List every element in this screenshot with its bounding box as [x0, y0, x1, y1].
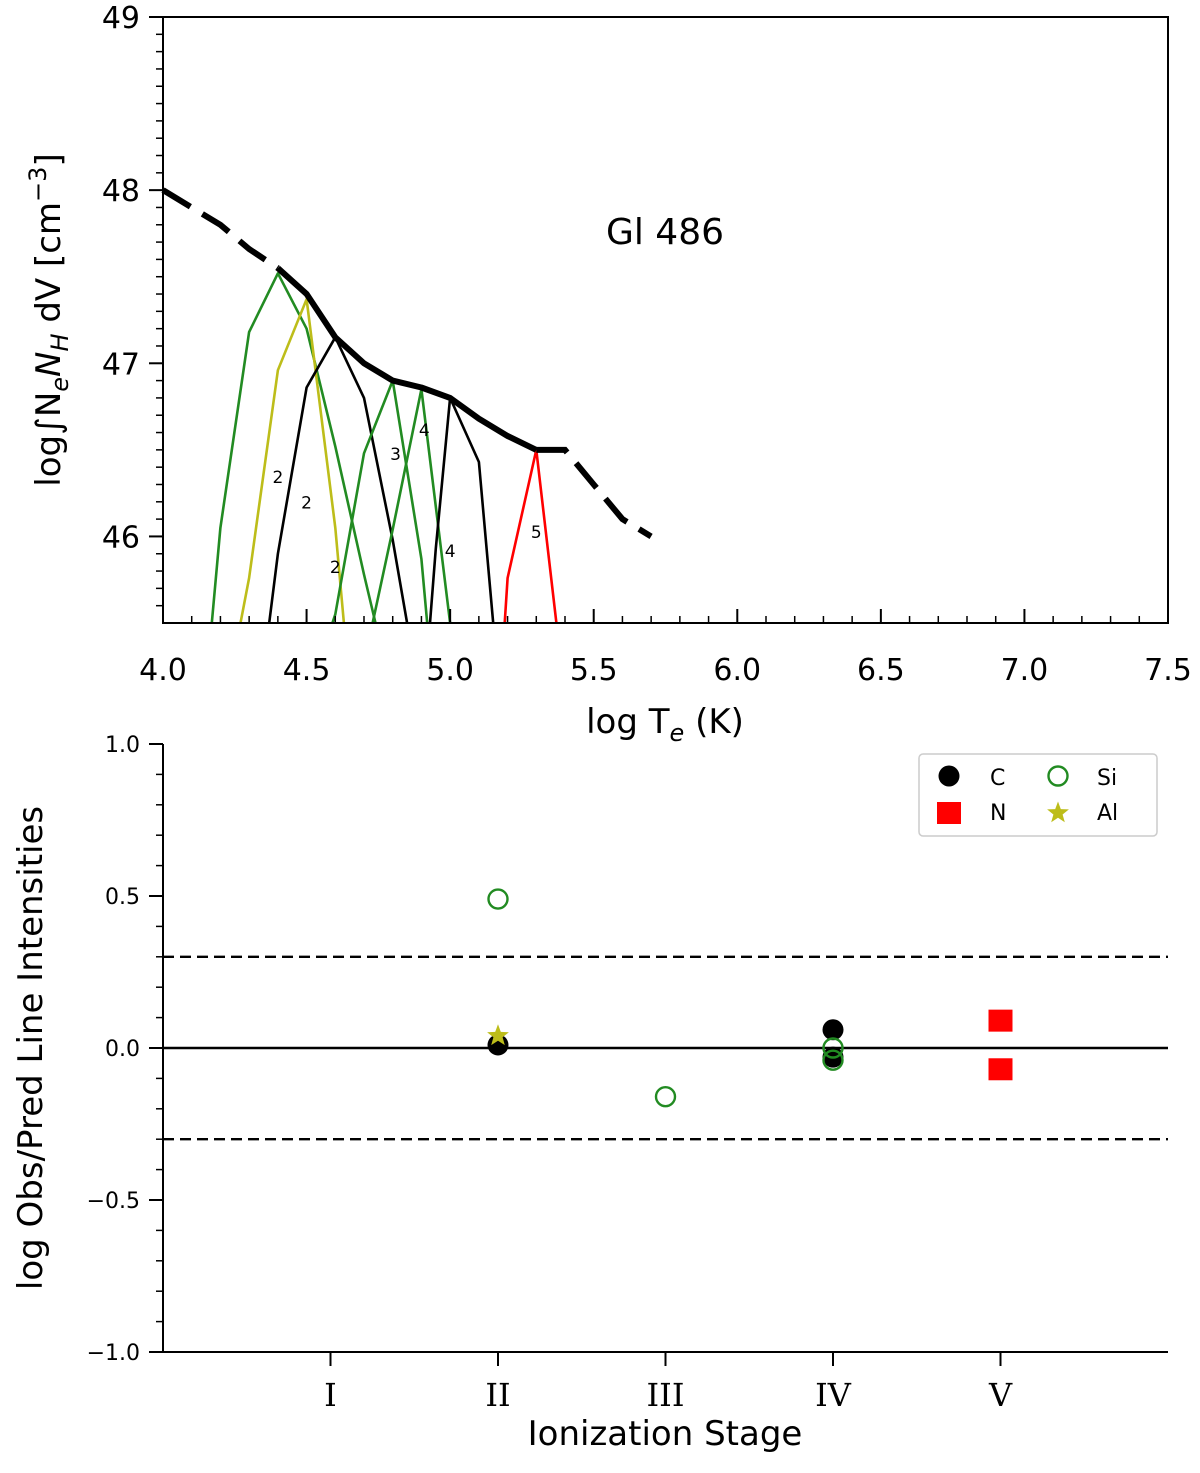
- dem-solid-line: [275, 265, 538, 453]
- ratio-y-tick-label: −0.5: [87, 1189, 140, 1214]
- dem-x-tick-label: 6.0: [713, 653, 761, 688]
- legend: C N Si Al: [918, 753, 1158, 837]
- ratio-axis-ticks: [149, 743, 1002, 1366]
- ratio-x-axis-label: Ionization Stage: [528, 1414, 803, 1454]
- dem-x-tick-labels: 4.0 4.5 5.0 5.5 6.0 6.5 7.0 7.5: [139, 653, 1192, 688]
- dem-x-tick-label: 7.5: [1144, 653, 1192, 688]
- curve-stage-label: 3: [390, 445, 401, 465]
- legend-markers: [937, 765, 1069, 824]
- emission-curve-al-ii: [239, 297, 346, 624]
- curve-stage-label: 2: [272, 468, 283, 488]
- data-point-si: [822, 1049, 844, 1071]
- dem-y-tick-label: 49: [102, 1, 140, 36]
- dem-y-tick-label: 47: [102, 347, 140, 382]
- ratio-y-tick-label: 1.0: [105, 733, 140, 758]
- curve-stage-label: 5: [531, 523, 542, 543]
- legend-marker-al: [1047, 801, 1069, 823]
- ratio-y-axis-label: log Obs/Pred Line Intensities: [11, 806, 51, 1290]
- dem-x-tick-label: 4.5: [283, 653, 331, 688]
- dem-x-tick-label: 7.0: [1001, 653, 1049, 688]
- ratio-y-tick-label: 0.5: [105, 885, 140, 910]
- dem-dashed-high: [536, 446, 653, 539]
- emission-curve-c-iv: [428, 396, 495, 624]
- curve-stage-label: 2: [330, 558, 341, 578]
- legend-frame: [918, 753, 1158, 837]
- ratio-x-tick-labels: I II III IV V: [324, 1376, 1013, 1414]
- legend-label-al: Al: [1097, 801, 1118, 826]
- ratio-points: [487, 888, 1013, 1108]
- ratio-x-tick-label: V: [988, 1376, 1013, 1414]
- dem-plot-frame: [162, 16, 1169, 624]
- dem-x-tick-label: 4.0: [139, 653, 187, 688]
- ratio-y-tick-labels: −1.0 −0.5 0.0 0.5 1.0: [87, 733, 140, 1366]
- data-point-n: [988, 1058, 1013, 1081]
- dem-y-tick-label: 46: [102, 520, 140, 555]
- ratio-y-tick-label: −1.0: [87, 1341, 140, 1366]
- ratio-panel: −1.0−0.50.00.51.0 I II III IV V C N Si Al Io…: [11, 733, 1168, 1454]
- curve-stage-label: 2: [301, 494, 312, 514]
- data-point-si: [654, 1085, 677, 1108]
- ratio-reference-lines: [163, 955, 1168, 1141]
- ratio-axes: [162, 744, 1168, 1353]
- ratio-y-tick-label: 0.0: [105, 1037, 140, 1062]
- legend-marker-c: [938, 765, 960, 787]
- emission-curve-n-v: [503, 448, 558, 624]
- curve-stage-label: 4: [445, 542, 456, 562]
- dem-x-tick-label: 6.5: [857, 653, 905, 688]
- dem-y-tick-label: 48: [102, 174, 140, 209]
- dem-x-axis-label: log Te (K): [586, 702, 744, 747]
- legend-label-si: Si: [1097, 766, 1117, 791]
- dem-y-tick-labels: 46 47 48 49: [102, 1, 140, 555]
- ratio-x-tick-label: I: [324, 1376, 337, 1414]
- dem-axis-ticks: [149, 16, 1169, 623]
- legend-marker-si: [1047, 765, 1069, 787]
- emission-curve-si-iii: [331, 379, 429, 624]
- data-point-al: [487, 1024, 509, 1046]
- emission-curve-si-ii: [210, 271, 377, 624]
- data-point-c: [822, 1019, 844, 1041]
- dem-annotation: Gl 486: [606, 212, 724, 253]
- dem-curves: [161, 187, 653, 624]
- data-point-si: [822, 1037, 844, 1059]
- ratio-x-tick-label: III: [647, 1376, 685, 1414]
- legend-marker-n: [937, 802, 961, 824]
- data-point-si: [487, 888, 509, 910]
- curve-stage-label: 4: [419, 421, 430, 441]
- legend-label-n: N: [990, 801, 1006, 826]
- dem-x-tick-label: 5.5: [570, 653, 618, 688]
- data-point-n: [988, 1009, 1013, 1032]
- dem-x-tick-label: 5.0: [426, 653, 474, 688]
- ratio-x-tick-label: II: [485, 1376, 510, 1414]
- dem-y-axis-label: log∫NeNH dV [cm−3]: [24, 153, 74, 486]
- dem-dashed-low: [161, 187, 280, 271]
- legend-label-c: C: [990, 766, 1005, 791]
- emission-curve-si-iv: [371, 387, 452, 624]
- ratio-x-tick-label: IV: [815, 1376, 852, 1414]
